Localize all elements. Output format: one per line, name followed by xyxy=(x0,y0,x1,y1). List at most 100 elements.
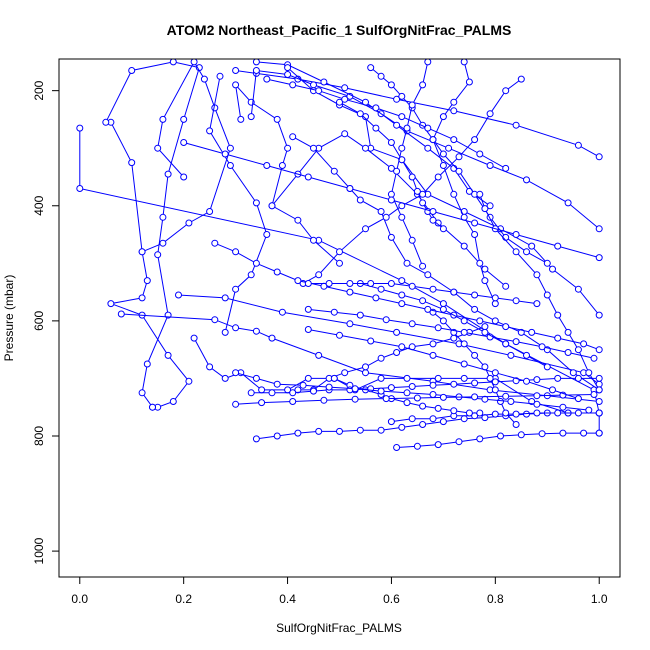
data-point xyxy=(419,402,427,410)
data-point xyxy=(491,294,499,302)
data-point xyxy=(580,340,588,348)
data-point xyxy=(341,95,349,103)
data-point xyxy=(424,144,432,152)
data-point xyxy=(512,338,520,346)
series-4 xyxy=(175,291,603,388)
data-point xyxy=(320,396,328,404)
data-point xyxy=(232,400,240,408)
data-point xyxy=(491,410,499,418)
series-line xyxy=(308,329,579,400)
data-point xyxy=(341,130,349,138)
data-point xyxy=(143,277,151,285)
x-tick-label: 0.8 xyxy=(487,592,504,606)
data-point xyxy=(538,430,546,438)
data-point xyxy=(398,92,406,100)
data-point xyxy=(221,328,229,336)
data-point xyxy=(471,219,479,227)
data-point xyxy=(595,398,603,405)
data-point xyxy=(481,277,489,285)
data-point xyxy=(387,233,395,241)
data-point xyxy=(465,78,473,86)
data-point xyxy=(497,432,504,440)
data-point xyxy=(543,259,551,267)
series-line xyxy=(292,136,600,391)
data-point xyxy=(595,346,603,354)
series-layer xyxy=(76,59,603,451)
data-point xyxy=(533,400,541,408)
data-point xyxy=(450,288,458,296)
data-point xyxy=(232,81,240,89)
data-point xyxy=(387,384,395,392)
data-point xyxy=(180,115,188,123)
data-point xyxy=(403,399,411,407)
data-point xyxy=(284,71,292,78)
data-point xyxy=(429,415,437,423)
data-point xyxy=(543,363,551,371)
data-point xyxy=(190,59,198,66)
data-point xyxy=(138,248,146,256)
data-point xyxy=(585,406,593,414)
data-point xyxy=(450,334,458,342)
data-point xyxy=(408,101,416,109)
data-point xyxy=(247,271,255,279)
data-point xyxy=(491,300,499,308)
data-point xyxy=(377,208,385,215)
data-point xyxy=(564,199,572,207)
series-37 xyxy=(304,280,541,308)
data-point xyxy=(159,239,167,247)
data-point xyxy=(512,121,520,129)
data-point xyxy=(476,317,484,325)
data-point xyxy=(341,369,349,377)
data-point xyxy=(387,164,395,172)
data-point xyxy=(523,248,530,256)
data-point xyxy=(517,75,525,83)
data-point xyxy=(486,202,494,210)
data-point xyxy=(460,374,468,382)
data-point xyxy=(450,107,458,115)
data-point xyxy=(185,219,193,227)
data-point xyxy=(523,176,530,184)
data-point xyxy=(502,340,510,348)
series-line xyxy=(308,308,595,359)
data-point xyxy=(512,421,520,428)
data-point xyxy=(450,380,458,388)
data-point xyxy=(310,144,317,152)
data-point xyxy=(471,305,479,313)
data-point xyxy=(460,242,468,250)
data-point xyxy=(408,282,416,290)
data-point xyxy=(159,115,167,123)
data-point xyxy=(429,208,437,215)
data-point xyxy=(502,323,510,331)
data-point xyxy=(434,219,442,227)
x-tick-label: 0.6 xyxy=(383,592,400,606)
data-point xyxy=(481,323,489,331)
data-point xyxy=(252,59,260,66)
series-line xyxy=(234,83,340,264)
data-point xyxy=(424,59,432,66)
data-point xyxy=(247,113,255,121)
data-point xyxy=(408,415,416,423)
data-point xyxy=(538,343,546,351)
data-point xyxy=(523,351,530,359)
data-point xyxy=(595,311,603,319)
x-axis-label: SulfOrgNitFrac_PALMS xyxy=(276,621,402,635)
data-point xyxy=(439,393,447,401)
data-point xyxy=(595,374,603,382)
data-point xyxy=(502,392,510,400)
data-point xyxy=(574,374,582,382)
data-point xyxy=(439,300,447,308)
data-point xyxy=(263,75,271,83)
data-point xyxy=(523,377,530,385)
data-point xyxy=(252,67,260,74)
series-16 xyxy=(299,75,525,287)
data-point xyxy=(143,360,151,368)
data-point xyxy=(595,225,603,233)
data-point xyxy=(284,144,292,152)
data-point xyxy=(574,141,582,149)
data-point xyxy=(304,374,312,382)
data-point xyxy=(336,331,343,339)
data-point xyxy=(502,282,510,290)
data-point xyxy=(387,280,395,287)
